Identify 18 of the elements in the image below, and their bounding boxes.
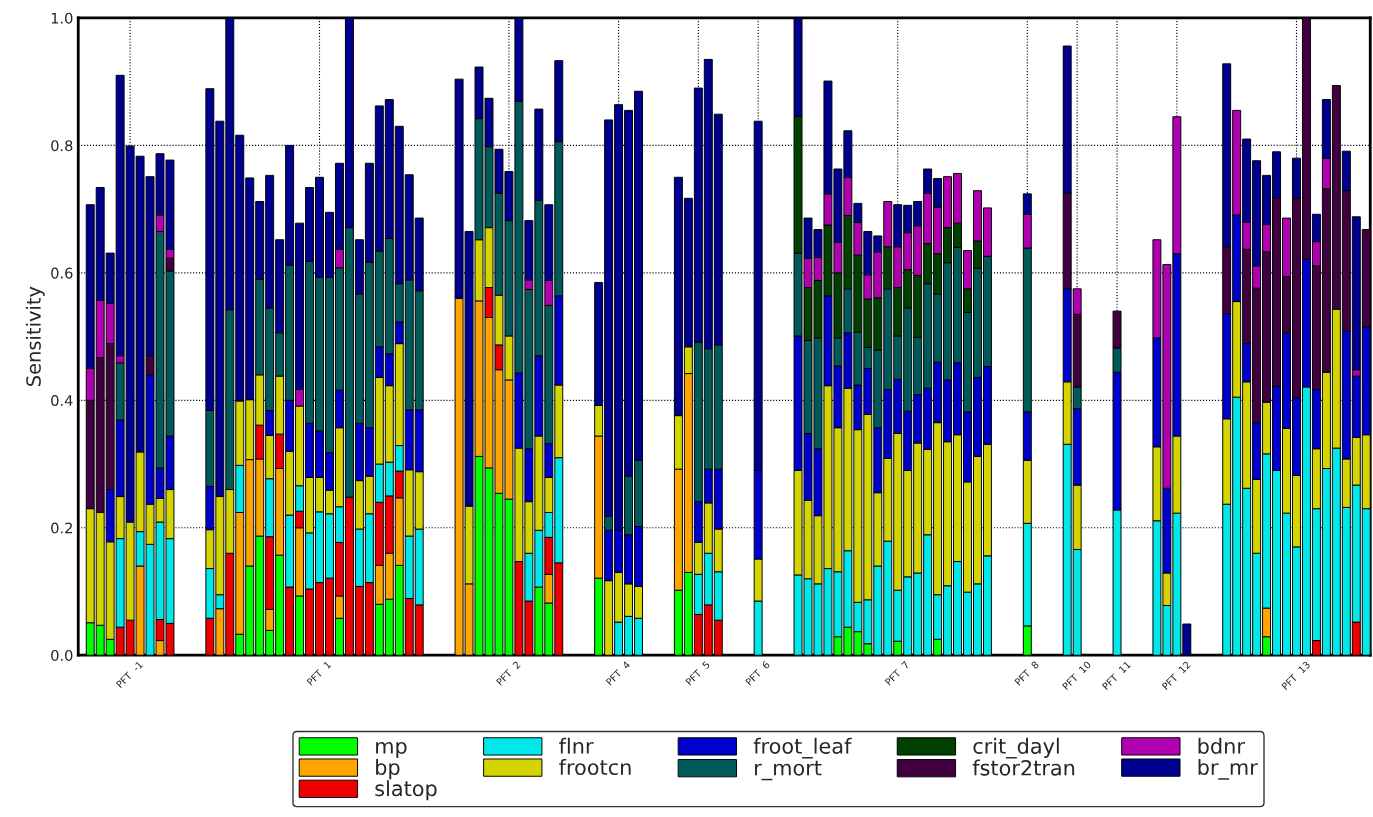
legend-label: br_mr bbox=[1198, 758, 1258, 780]
y-tick-label: 0.0 bbox=[51, 649, 73, 661]
legend-label: fstor2tran bbox=[972, 759, 1075, 776]
legend-label: slatop bbox=[375, 780, 437, 801]
y-tick-label: 0.4 bbox=[51, 395, 73, 407]
legend-label: bdnr bbox=[1198, 737, 1245, 754]
y-tick-label: 1.0 bbox=[51, 12, 73, 24]
y-tick-label: 0.6 bbox=[51, 267, 73, 279]
legend-label: flnr bbox=[559, 737, 594, 754]
legend-label: r_mort bbox=[755, 760, 822, 781]
legend-label: bp bbox=[376, 758, 400, 780]
y-axis-title: Sensitivity bbox=[25, 286, 45, 386]
y-tick-label: 0.8 bbox=[51, 140, 73, 152]
y-tick-label: 0.2 bbox=[51, 522, 72, 534]
legend-label: crit_dayl bbox=[973, 737, 1059, 759]
legend-label: froot_leaf bbox=[753, 737, 852, 759]
legend-label: frootcn bbox=[559, 758, 631, 776]
legend-label: mp bbox=[376, 741, 407, 758]
